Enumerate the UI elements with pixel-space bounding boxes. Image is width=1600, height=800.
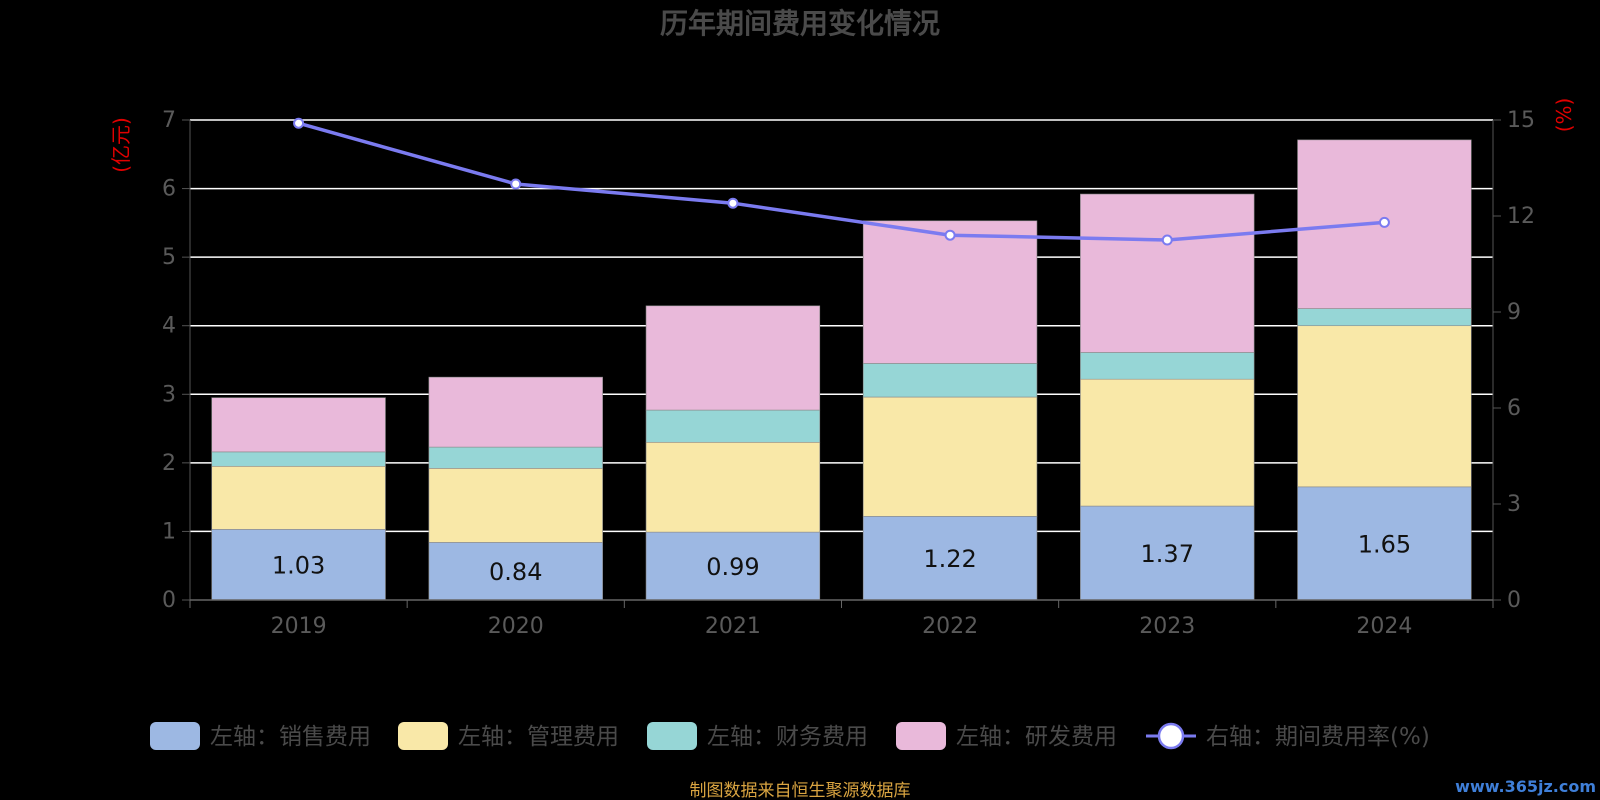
y-right-tick-label: 6 — [1507, 396, 1521, 421]
legend-swatch-3 — [896, 722, 946, 750]
bar-2021-series-0 — [645, 531, 821, 601]
line-point-2022 — [944, 229, 956, 241]
bar-2023-series-0 — [1080, 505, 1255, 601]
line-point-2020 — [510, 178, 522, 190]
data-label-2019: 1.03 — [272, 552, 325, 580]
bar-2020-series-0 — [428, 542, 603, 601]
legend-label-2: 左轴：财务费用 — [707, 724, 868, 750]
line-point-2019 — [293, 117, 305, 129]
bar-2019-series-2 — [211, 451, 386, 467]
bar-2021-series-3 — [645, 305, 821, 411]
legend-swatch-0 — [150, 722, 200, 750]
legend-swatch-2 — [647, 722, 697, 750]
line-point-2023 — [1161, 234, 1173, 246]
y-left-tick-label: 5 — [162, 245, 176, 270]
data-label-2024: 1.65 — [1358, 530, 1411, 558]
y-left-tick-label: 4 — [162, 314, 176, 339]
data-label-2022: 1.22 — [923, 545, 976, 573]
legend: 左轴：销售费用 左轴：管理费用 左轴：财务费用 左轴：研发费用 右轴：期间费用率(%) — [150, 722, 1430, 750]
legend-swatch-1 — [398, 722, 448, 750]
y-left-tick-label: 0 — [162, 588, 176, 613]
bar-2020-series-1 — [428, 468, 603, 543]
y-left-tick-label: 6 — [162, 177, 176, 202]
grid-lines — [190, 119, 1493, 533]
legend-label-3: 左轴：研发费用 — [956, 724, 1117, 750]
y-axis-right-label: (%) — [1552, 98, 1576, 133]
y-left-tick-label: 7 — [162, 108, 176, 133]
bar-2019-series-3 — [211, 397, 386, 453]
bar-2019-series-1 — [211, 465, 386, 530]
chart-title: 历年期间费用变化情况 — [660, 7, 940, 40]
x-tick-label-2022: 2022 — [922, 614, 978, 639]
data-label-2023: 1.37 — [1141, 540, 1194, 568]
bar-2022-series-2 — [862, 363, 1038, 398]
source-note: 制图数据来自恒生聚源数据库 — [690, 781, 911, 800]
x-tick-label-2024: 2024 — [1356, 614, 1412, 639]
y-right-tick-label: 0 — [1507, 588, 1521, 613]
bar-2022-series-1 — [862, 396, 1038, 517]
bar-2020-series-3 — [428, 376, 603, 448]
y-right-tick-label: 12 — [1507, 204, 1535, 229]
bar-2021-series-1 — [645, 441, 821, 533]
bar-2021-series-2 — [645, 409, 821, 443]
bar-2024-series-2 — [1297, 308, 1472, 327]
y-right-tick-label: 15 — [1507, 108, 1535, 133]
line-point-2021 — [727, 197, 739, 209]
data-label-2020: 0.84 — [489, 558, 542, 586]
y-right-tick-label: 9 — [1507, 300, 1521, 325]
line-series — [293, 117, 1390, 246]
line-point-2024 — [1378, 216, 1390, 228]
bar-2020-series-2 — [428, 446, 603, 469]
x-tick-label-2021: 2021 — [705, 614, 761, 639]
x-tick-label-2019: 2019 — [271, 614, 327, 639]
legend-label-4: 右轴：期间费用率(%) — [1206, 724, 1430, 750]
bar-2023-series-1 — [1080, 378, 1255, 507]
line-series-path — [298, 121, 1385, 242]
bar-2023-series-2 — [1080, 352, 1255, 380]
data-labels: 1.03 0.84 0.99 1.22 1.37 1.65 — [272, 530, 1411, 586]
bar-series — [211, 139, 1472, 601]
y-left-tick-label: 3 — [162, 382, 176, 407]
y-axis-left-label: (亿元) — [109, 117, 133, 173]
bar-2023-series-3 — [1080, 193, 1255, 353]
watermark: www.365jz.com — [1455, 777, 1596, 796]
bar-2022-series-3 — [862, 220, 1038, 364]
legend-marker-4 — [1157, 722, 1185, 750]
legend-label-0: 左轴：销售费用 — [210, 724, 371, 750]
y-left-tick-label: 2 — [162, 451, 176, 476]
y-left-tick-label: 1 — [162, 519, 176, 544]
bar-2024-series-1 — [1297, 325, 1472, 488]
x-tick-label-2023: 2023 — [1139, 614, 1195, 639]
y-right-tick-label: 3 — [1507, 492, 1521, 517]
legend-label-1: 左轴：管理费用 — [458, 724, 619, 750]
x-tick-label-2020: 2020 — [488, 614, 544, 639]
data-label-2021: 0.99 — [706, 553, 759, 581]
